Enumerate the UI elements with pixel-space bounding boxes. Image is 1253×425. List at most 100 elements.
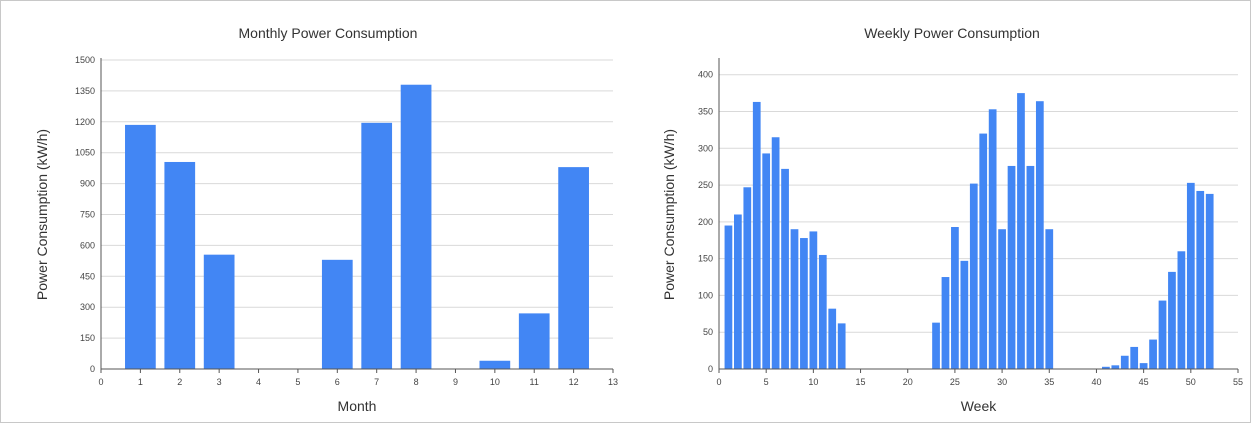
- chart1-y-tick-label: 450: [80, 271, 95, 281]
- chart1-y-tick-label: 0: [90, 364, 95, 374]
- chart2-bar: [734, 214, 742, 369]
- chart2-x-tick-label: 25: [950, 377, 960, 387]
- chart2-bar: [837, 323, 846, 369]
- chart1-x-tick-label: 1: [138, 377, 143, 387]
- chart2-bar: [998, 229, 1006, 369]
- chart1-y-tick-label: 900: [80, 179, 95, 189]
- chart2-bar: [1035, 101, 1044, 369]
- chart1-x-tick-label: 10: [490, 377, 500, 387]
- chart2-bar: [1120, 355, 1129, 369]
- chart2-y-tick-label: 300: [698, 143, 713, 153]
- chart2-bar: [1158, 300, 1167, 369]
- chart2-bar: [1196, 190, 1205, 369]
- chart2-y-axis-label: Power Consumption (kW/h): [661, 129, 677, 300]
- chart1-y-tick-label: 150: [80, 333, 95, 343]
- chart1-x-tick-label: 0: [98, 377, 103, 387]
- chart2-bar: [1139, 363, 1148, 369]
- chart2-x-tick-label: 20: [903, 377, 913, 387]
- chart1-x-tick-label: 4: [256, 377, 261, 387]
- chart2-y-tick-label: 250: [698, 180, 713, 190]
- chart1-x-tick-label: 7: [374, 377, 379, 387]
- chart1-bar: [518, 313, 550, 369]
- chart1-x-tick-label: 13: [608, 377, 618, 387]
- chart2-bar: [1205, 193, 1214, 369]
- chart2-bar: [743, 187, 752, 369]
- chart2-x-tick-label: 50: [1186, 377, 1196, 387]
- chart1-x-axis-label: Month: [338, 398, 377, 414]
- chart2-bar: [932, 322, 940, 369]
- chart2-x-axis-label: Week: [961, 398, 998, 414]
- chart1-x-tick-label: 5: [295, 377, 300, 387]
- chart2-bar: [1007, 165, 1016, 369]
- chart2-bar: [1177, 251, 1186, 369]
- chart2-y-tick-label: 350: [698, 107, 713, 117]
- chart2-bar: [771, 137, 780, 369]
- chart2-bar: [828, 308, 837, 369]
- chart1-bar: [558, 167, 589, 369]
- chart2-y-tick-label: 200: [698, 217, 713, 227]
- chart1-x-tick-label: 3: [217, 377, 222, 387]
- chart2-bar: [988, 109, 997, 370]
- chart1-bar: [321, 259, 353, 369]
- chart1-bar: [125, 124, 156, 369]
- chart2-title: Weekly Power Consumption: [864, 25, 1040, 41]
- chart2-x-tick-label: 0: [716, 377, 721, 387]
- chart2-bar: [960, 260, 969, 369]
- chart2-bar: [951, 227, 959, 369]
- chart2-bar: [1130, 346, 1139, 369]
- chart2-x-tick-label: 45: [1139, 377, 1149, 387]
- chart2-y-tick-label: 150: [698, 254, 713, 264]
- chart2-bar: [1102, 366, 1110, 369]
- chart2-bar: [790, 229, 799, 369]
- chart1-x-tick-label: 11: [530, 377, 539, 387]
- chart1-x-tick-label: 2: [177, 377, 182, 387]
- chart2-x-tick-label: 5: [764, 377, 769, 387]
- chart2-x-tick-label: 40: [1091, 377, 1101, 387]
- chart2-bar: [800, 238, 808, 369]
- chart2-bar: [818, 254, 827, 369]
- chart1-x-tick-label: 8: [414, 377, 419, 387]
- chart2-y-tick-label: 0: [708, 364, 713, 374]
- chart1-bar: [479, 360, 511, 369]
- chart1-y-tick-label: 1500: [75, 55, 95, 65]
- chart2-bar: [1149, 339, 1157, 369]
- chart1-y-tick-label: 750: [80, 210, 95, 220]
- chart2-bar: [752, 101, 761, 369]
- chart1-x-tick-label: 12: [569, 377, 579, 387]
- chart2-bar: [979, 133, 988, 369]
- chart1-bar: [203, 254, 235, 369]
- chart2-x-tick-label: 30: [997, 377, 1007, 387]
- chart2-y-tick-label: 100: [698, 290, 713, 300]
- chart1-y-tick-label: 1350: [75, 86, 95, 96]
- chart2-y-tick-label: 50: [703, 327, 713, 337]
- chart2-bar: [809, 231, 818, 369]
- chart2-bar: [1186, 182, 1195, 369]
- chart2-bar: [762, 153, 771, 369]
- chart2-x-tick-label: 55: [1233, 377, 1243, 387]
- chart2-x-tick-label: 35: [1044, 377, 1054, 387]
- chart1-x-tick-label: 9: [453, 377, 458, 387]
- chart1-y-tick-label: 1200: [75, 117, 95, 127]
- chart2-bar: [1017, 93, 1025, 369]
- chart2-bar: [1045, 229, 1054, 369]
- chart1-y-axis-label: Power Consumption (kW/h): [34, 129, 50, 300]
- chart1-title: Monthly Power Consumption: [239, 25, 418, 41]
- chart2-bar: [941, 277, 950, 369]
- chart2-bar: [724, 225, 733, 369]
- chart2-bar: [1111, 365, 1120, 369]
- chart1-bar: [400, 84, 432, 369]
- chart1-y-tick-label: 300: [80, 302, 95, 312]
- chart2-bar: [1168, 271, 1176, 369]
- chart2-bar: [1026, 165, 1035, 369]
- chart1-bar: [361, 122, 393, 369]
- chart2-x-tick-label: 10: [808, 377, 818, 387]
- chart2-x-tick-label: 15: [856, 377, 866, 387]
- chart1-x-tick-label: 6: [335, 377, 340, 387]
- chart2-y-tick-label: 400: [698, 70, 713, 80]
- chart1-y-tick-label: 1050: [75, 148, 95, 158]
- chart2-bar: [969, 183, 978, 369]
- chart1-y-tick-label: 600: [80, 240, 95, 250]
- chart2-bar: [781, 168, 789, 369]
